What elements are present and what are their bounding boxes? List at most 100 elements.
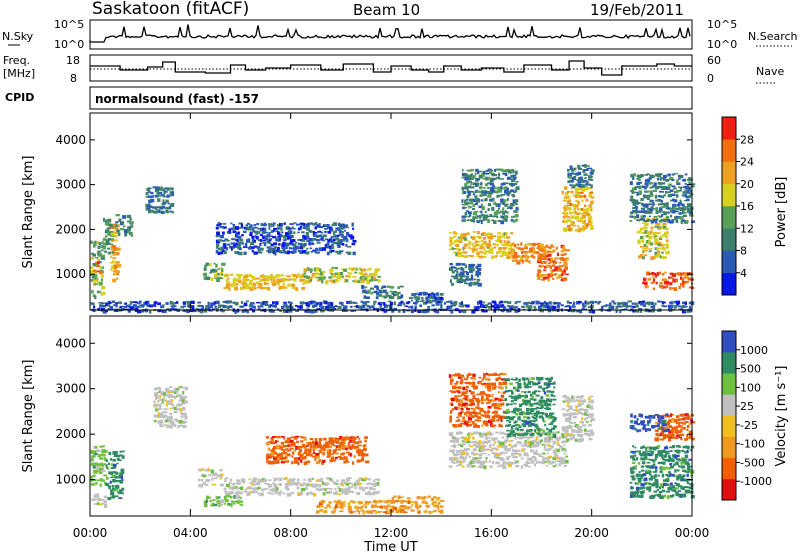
- power-cell: [584, 300, 587, 305]
- velocity-cell: [475, 453, 479, 456]
- velocity-cell: [345, 451, 350, 454]
- velocity-cell: [638, 471, 641, 474]
- power-cell: [382, 285, 387, 289]
- velocity-cell: [361, 488, 365, 492]
- power-cell: [347, 245, 352, 248]
- velocity-cell: [521, 403, 524, 405]
- velocity-cell: [669, 486, 673, 491]
- power-cell: [577, 164, 581, 168]
- velocity-cell: [479, 461, 484, 466]
- power-cell: [538, 255, 543, 259]
- power-cell: [675, 194, 679, 198]
- velocity-cell: [681, 487, 685, 491]
- velocity-cell: [356, 435, 359, 438]
- power-cell: [461, 190, 465, 195]
- power-cell: [657, 243, 662, 247]
- velocity-cell: [99, 453, 103, 457]
- power-cell: [171, 202, 175, 207]
- velocity-cell: [478, 440, 482, 445]
- power-cell: [499, 239, 503, 244]
- power-cell: [154, 206, 158, 210]
- velocity-cell: [460, 444, 464, 448]
- power-cell: [374, 285, 379, 288]
- power-colorbar-tick: 24: [740, 156, 754, 169]
- power-cell: [328, 276, 333, 279]
- power-cell: [368, 306, 372, 309]
- power-cell: [539, 273, 544, 278]
- velocity-cell: [535, 394, 540, 397]
- velocity-cell: [527, 424, 532, 427]
- power-cell: [256, 301, 260, 304]
- velocity-cell: [653, 425, 656, 429]
- velocity-cell: [565, 435, 569, 438]
- velocity-cell: [112, 464, 117, 467]
- velocity-cell: [205, 484, 209, 486]
- velocity-cell: [670, 482, 673, 486]
- power-cell: [469, 206, 473, 208]
- velocity-cell: [489, 449, 493, 452]
- velocity-cell: [566, 434, 569, 436]
- velocity-cell: [474, 460, 478, 463]
- power-cell: [588, 309, 593, 314]
- power-cell: [104, 229, 110, 234]
- power-cell: [356, 279, 359, 284]
- velocity-cell: [406, 506, 410, 510]
- power-cell: [234, 301, 239, 306]
- velocity-cell: [491, 447, 495, 450]
- velocity-cell: [508, 417, 512, 421]
- power-cell: [577, 167, 582, 170]
- power-cell: [90, 278, 93, 282]
- velocity-cell: [577, 409, 581, 412]
- power-cell: [110, 245, 114, 249]
- power-cell: [656, 222, 661, 226]
- power-cell: [679, 216, 684, 220]
- power-cell: [489, 182, 494, 186]
- velocity-cell: [297, 461, 300, 466]
- power-cell: [491, 305, 496, 308]
- power-cell: [619, 305, 622, 308]
- power-cell: [514, 259, 518, 262]
- velocity-cell: [393, 495, 397, 498]
- power-cell: [485, 170, 489, 172]
- velocity-cell: [418, 504, 422, 508]
- power-cell: [495, 176, 500, 180]
- power-cell: [324, 224, 329, 227]
- power-cell: [104, 219, 108, 223]
- power-cell: [232, 230, 237, 234]
- power-cell: [507, 243, 511, 247]
- power-cell: [308, 279, 311, 284]
- power-cell: [652, 202, 655, 206]
- power-cell: [468, 175, 471, 179]
- velocity-cell: [561, 436, 564, 439]
- power-cell: [334, 266, 338, 270]
- velocity-cell: [502, 410, 506, 414]
- velocity-cell: [107, 497, 112, 500]
- velocity-cell: [506, 403, 509, 407]
- velocity-cell: [286, 440, 290, 444]
- velocity-cell: [113, 453, 117, 458]
- power-cell: [679, 175, 684, 178]
- velocity-cell: [416, 511, 419, 513]
- power-cell: [263, 277, 266, 282]
- velocity-cell: [579, 438, 583, 443]
- power-cell: [280, 274, 285, 277]
- velocity-cell: [545, 415, 549, 418]
- velocity-cell: [544, 461, 549, 463]
- power-cell: [322, 270, 326, 274]
- velocity-cell: [457, 431, 462, 435]
- power-colorbar-swatch: [722, 183, 736, 207]
- velocity-cell: [533, 444, 538, 448]
- power-cell: [492, 235, 497, 237]
- velocity-cell: [464, 382, 468, 384]
- power-cell: [506, 193, 510, 197]
- power-cell: [510, 255, 513, 259]
- power-cell: [497, 207, 500, 210]
- velocity-cell: [508, 448, 512, 451]
- velocity-cell: [674, 475, 678, 478]
- power-cell: [267, 250, 271, 254]
- velocity-cell: [275, 491, 279, 495]
- power-cell: [243, 226, 247, 230]
- power-cell: [112, 239, 115, 242]
- power-cell: [581, 195, 586, 198]
- velocity-cell: [468, 416, 472, 421]
